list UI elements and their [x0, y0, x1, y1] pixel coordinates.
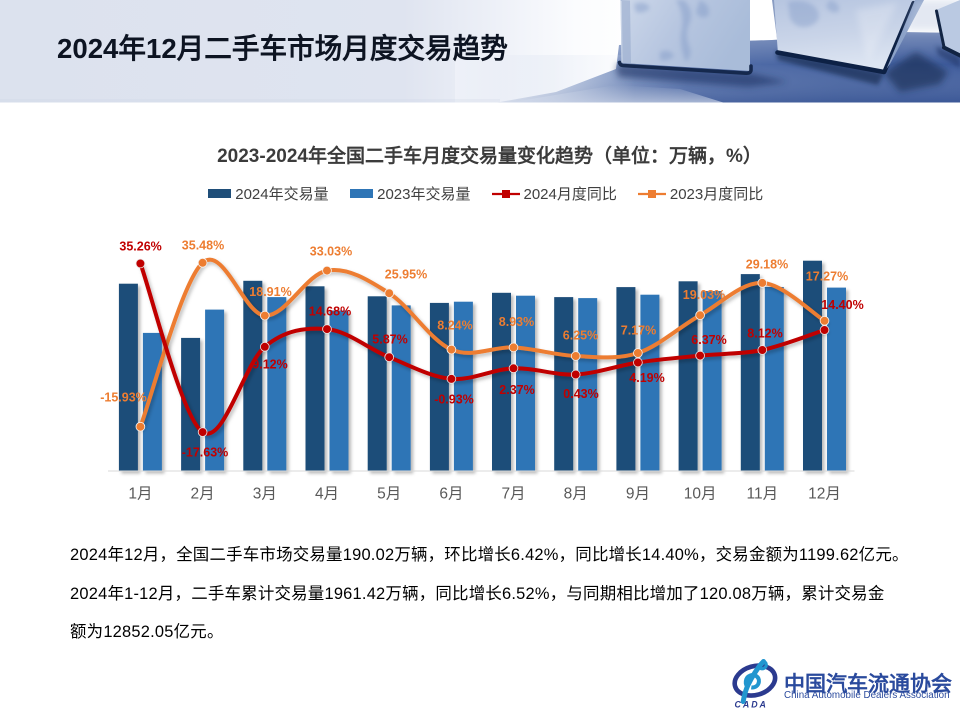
- svg-text:8.24%: 8.24%: [437, 319, 472, 333]
- svg-text:33.03%: 33.03%: [310, 245, 352, 259]
- svg-text:7.17%: 7.17%: [621, 324, 656, 338]
- svg-text:14.68%: 14.68%: [309, 305, 351, 319]
- svg-text:CADA: CADA: [735, 700, 768, 710]
- svg-text:3月: 3月: [253, 486, 277, 503]
- svg-text:19.03%: 19.03%: [683, 288, 725, 302]
- svg-text:6.25%: 6.25%: [563, 329, 598, 343]
- svg-text:9.12%: 9.12%: [252, 358, 287, 372]
- svg-text:14.40%: 14.40%: [821, 298, 863, 312]
- svg-text:5.87%: 5.87%: [372, 333, 407, 347]
- svg-text:18.91%: 18.91%: [249, 285, 291, 299]
- svg-text:7月: 7月: [501, 486, 525, 503]
- svg-text:5月: 5月: [377, 486, 401, 503]
- svg-text:0.43%: 0.43%: [563, 387, 598, 401]
- svg-text:12月: 12月: [808, 486, 841, 503]
- svg-text:17.27%: 17.27%: [806, 270, 848, 284]
- svg-text:-17.63%: -17.63%: [182, 446, 229, 460]
- svg-text:-0.93%: -0.93%: [434, 393, 474, 407]
- svg-text:11月: 11月: [747, 486, 779, 503]
- svg-text:2月: 2月: [191, 486, 215, 503]
- svg-text:4.19%: 4.19%: [629, 371, 664, 385]
- svg-text:25.95%: 25.95%: [385, 268, 427, 282]
- svg-text:35.26%: 35.26%: [119, 240, 161, 254]
- svg-text:2.37%: 2.37%: [499, 383, 534, 397]
- svg-text:8.12%: 8.12%: [747, 327, 782, 341]
- svg-text:10月: 10月: [684, 486, 717, 503]
- svg-text:35.48%: 35.48%: [182, 239, 224, 253]
- svg-text:9月: 9月: [626, 486, 650, 503]
- svg-text:29.18%: 29.18%: [746, 258, 788, 272]
- svg-text:6.37%: 6.37%: [691, 333, 726, 347]
- svg-text:8月: 8月: [564, 486, 588, 503]
- svg-text:8.93%: 8.93%: [499, 315, 534, 329]
- svg-text:-15.93%: -15.93%: [100, 391, 147, 405]
- svg-text:4月: 4月: [315, 486, 339, 503]
- svg-text:6月: 6月: [439, 486, 463, 503]
- svg-text:1月: 1月: [128, 486, 152, 503]
